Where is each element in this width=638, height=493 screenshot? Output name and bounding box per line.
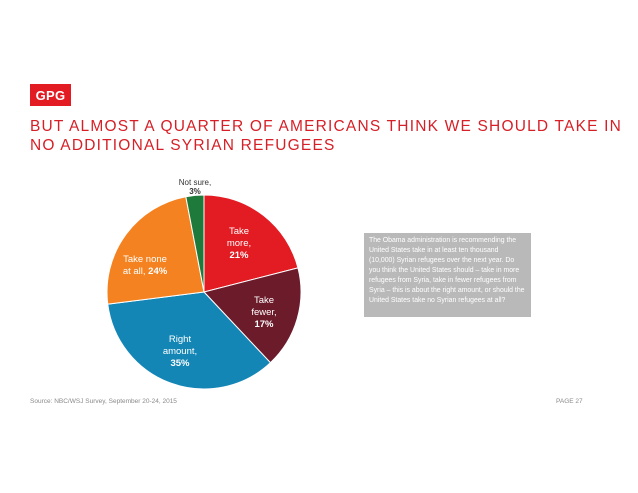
page-number: PAGE 27 (556, 398, 583, 405)
page-title: BUT ALMOST A QUARTER OF AMERICANS THINK … (30, 117, 623, 155)
page-title-line-1: BUT ALMOST A QUARTER OF AMERICANS THINK … (30, 118, 623, 135)
page-title-line-2: NO ADDITIONAL SYRIAN REFUGEES (30, 137, 336, 154)
pie-label-take-fewer: Take fewer, 17% (251, 295, 276, 330)
pie-label-not-sure: Not sure, 3% (179, 178, 211, 196)
pie-label-take-none: Take none at all, 24% (123, 254, 168, 277)
pie-slice-right-amount (107, 291, 272, 390)
pie-slice-not-sure (185, 194, 205, 293)
pie-label-take-more: Take more, 21% (227, 226, 251, 261)
gpg-logo: GPG (30, 84, 71, 106)
pie-slice-take-fewer (203, 267, 302, 364)
pie-slice-take-none (106, 196, 205, 305)
pie-slice-take-more (203, 194, 299, 293)
survey-question-box: The Obama administration is recommending… (364, 233, 531, 317)
pie-label-right-amount: Right amount, 35% (163, 334, 197, 369)
source-note: Source: NBC/WSJ Survey, September 20-24,… (30, 398, 177, 405)
